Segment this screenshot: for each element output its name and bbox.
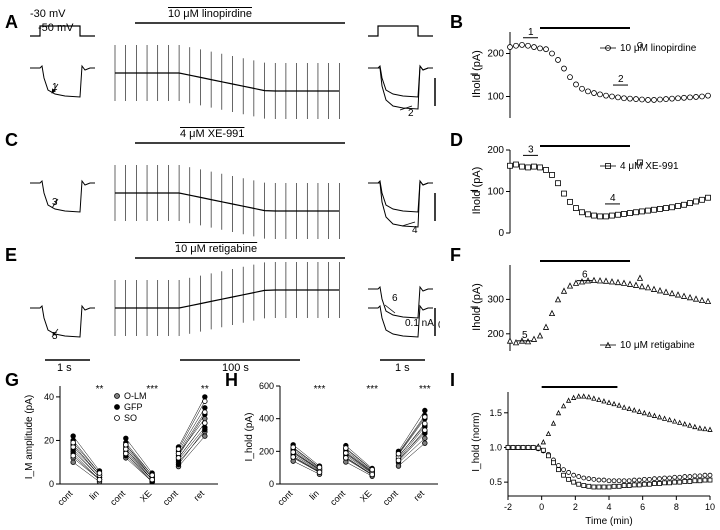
svg-text:I_M amplitude (pA): I_M amplitude (pA) [24,395,35,479]
svg-text:***: *** [314,384,326,395]
panel-label-g: G [5,370,19,391]
svg-text:1: 1 [528,27,534,38]
svg-text:10 μM linopirdine: 10 μM linopirdine [620,43,697,54]
svg-text:6: 6 [582,270,588,281]
svg-text:Time (min): Time (min) [585,516,632,526]
svg-text:***: *** [419,384,431,395]
svg-text:1.5: 1.5 [489,408,502,418]
svg-text:lin: lin [87,488,100,501]
svg-text:XE: XE [358,488,374,504]
svg-text:O-LM: O-LM [124,391,147,401]
svg-text:lin: lin [307,488,320,501]
svg-text:4: 4 [412,225,418,236]
timecourse-f: 200300IIhold (pA)5610 μM retigabine [468,253,716,361]
panel-e-traces: 5 6 0.1 nA [20,253,440,363]
svg-text:200: 200 [487,49,504,60]
svg-text:6: 6 [640,502,645,512]
scale-1s-left: 1 s [57,362,72,374]
svg-text:SO: SO [124,413,137,423]
svg-text:400: 400 [259,414,274,424]
svg-text:0.5: 0.5 [489,477,502,487]
svg-text:100: 100 [487,92,504,103]
svg-text:5: 5 [522,330,528,341]
svg-text:0: 0 [49,479,54,489]
panel-i-chart: 0.5 1.0 1.5 -2 0 2 4 6 8 10 I_hold (norm) Time (min… [468,378,716,526]
svg-text:4 μM XE-991: 4 μM XE-991 [620,161,679,172]
svg-text:4: 4 [606,502,611,512]
svg-text:Ihold (pA): Ihold (pA) [471,283,483,331]
svg-text:20: 20 [44,435,54,445]
svg-text:40: 40 [44,392,54,402]
svg-text:cont: cont [328,488,347,507]
panel-a-traces: 1 2 [20,18,440,128]
svg-text:cont: cont [55,488,74,507]
panel-label-e: E [5,245,17,266]
svg-text:8: 8 [674,502,679,512]
svg-text:300: 300 [487,294,504,305]
svg-text:Ihold (pA): Ihold (pA) [471,167,483,215]
svg-text:2: 2 [573,502,578,512]
svg-text:**: ** [96,384,104,395]
panel-h-chart: 0200400600contlincontXEcontretI_hold (pA… [242,378,442,526]
svg-text:2: 2 [408,108,414,119]
scale-1s-right: 1 s [395,362,410,374]
svg-text:100: 100 [487,187,504,198]
panel-label-a: A [5,12,18,33]
scale-01na: 0.1 nA [405,318,434,329]
svg-text:10: 10 [705,502,715,512]
svg-text:3: 3 [528,144,534,155]
panel-label-i: I [450,370,455,391]
svg-text:I_hold (norm): I_hold (norm) [471,412,482,471]
svg-text:10 μM retigabine: 10 μM retigabine [620,340,695,351]
timecourse-b: 100200IIhold (pA)1210 μM linopirdine [468,20,716,128]
svg-text:***: *** [366,384,378,395]
svg-text:1.0: 1.0 [489,442,502,452]
svg-text:2: 2 [618,74,624,85]
svg-text:200: 200 [487,145,504,156]
scale-100s: 100 s [222,362,249,374]
svg-text:***: *** [146,384,158,395]
timecourse-d: 0100200IIhold (pA)344 μM XE-991 [468,138,716,243]
svg-text:ret: ret [192,488,207,503]
svg-text:cont: cont [381,488,400,507]
panel-label-f: F [450,245,461,266]
svg-text:cont: cont [275,488,294,507]
panel-label-c: C [5,130,18,151]
svg-text:GFP: GFP [124,402,143,412]
svg-text:0: 0 [269,479,274,489]
svg-text:0: 0 [539,502,544,512]
svg-text:cont: cont [161,488,180,507]
panel-label-b: B [450,12,463,33]
svg-text:200: 200 [487,329,504,340]
svg-text:200: 200 [259,446,274,456]
svg-text:**: ** [201,384,209,395]
svg-text:cont: cont [108,488,127,507]
svg-text:600: 600 [259,381,274,391]
svg-text:0.1 nA: 0.1 nA [438,320,440,331]
svg-text:4: 4 [610,193,616,204]
svg-text:ret: ret [412,488,427,503]
svg-text:6: 6 [392,293,398,304]
panel-g-chart: 02040contlincontXEcontretI_M amplitude (… [22,378,222,526]
svg-text:-2: -2 [504,502,512,512]
panel-label-d: D [450,130,463,151]
svg-text:XE: XE [138,488,154,504]
panel-c-traces: 3 4 [20,138,440,243]
svg-text:Ihold (pA): Ihold (pA) [471,50,483,98]
svg-text:0: 0 [498,228,504,239]
svg-text:I_hold (pA): I_hold (pA) [244,413,255,462]
